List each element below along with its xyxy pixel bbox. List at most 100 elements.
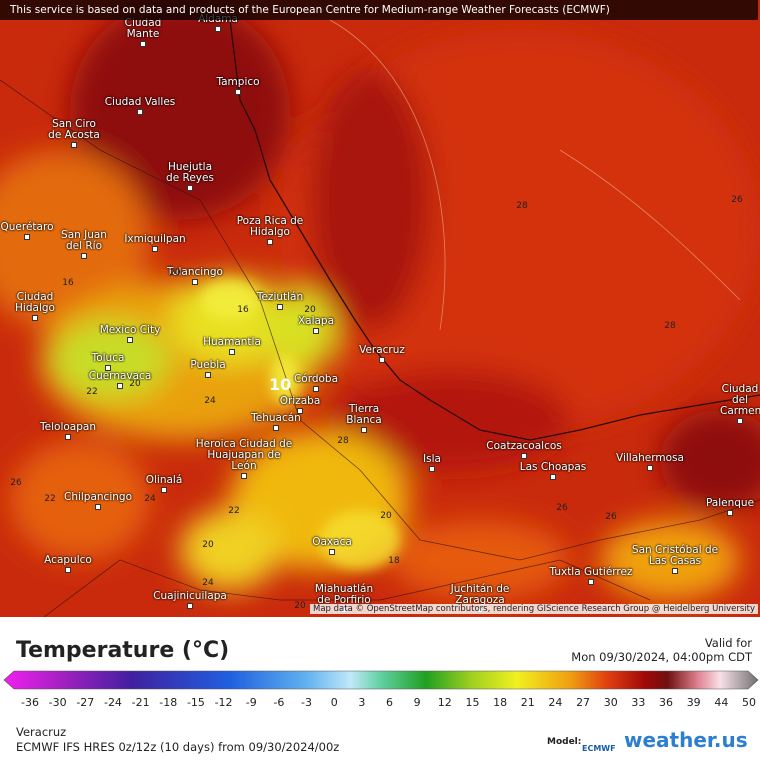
city-label: Palenque	[700, 498, 760, 516]
contour-label: 22	[44, 494, 56, 504]
city-label: Querétaro	[0, 222, 57, 240]
colorbar-tick-label: 24	[548, 696, 563, 709]
contour-label: 20	[380, 511, 392, 521]
city-label: Acapulco	[38, 555, 98, 573]
attribution: Map data © OpenStreetMap contributors, r…	[310, 604, 758, 614]
city-label: Ciudad Hidalgo	[5, 292, 65, 321]
model-name: ECMWF	[582, 744, 616, 753]
contour-label: 10	[269, 375, 292, 394]
valid-time: Mon 09/30/2024, 04:00pm CDT	[571, 650, 752, 664]
brand[interactable]: weather.us	[624, 728, 748, 752]
city-label: Olinalá	[139, 475, 189, 493]
contour-label: 28	[337, 436, 349, 446]
colorbar-tick-label: 6	[386, 696, 393, 709]
colorbar-tick-label: 0	[330, 696, 338, 709]
city-label: Juchitán de Zaragoza	[440, 584, 520, 613]
contour-label: 26	[731, 195, 743, 205]
valid-label: Valid for	[704, 636, 752, 650]
colorbar-tick-label: 12	[437, 696, 452, 709]
city-label: Teziutlán	[245, 292, 315, 310]
model-run: ECMWF IFS HRES 0z/12z (10 days) from 09/…	[16, 740, 340, 754]
city-label: San Juan del Río	[54, 230, 114, 259]
colorbar-tick-label: -15	[186, 696, 205, 709]
contour-label: 28	[664, 321, 676, 331]
colorbar-tick-label: 36	[659, 696, 674, 709]
colorbar-tick-label: -9	[245, 696, 257, 709]
city-label: Teloloapan	[33, 422, 103, 440]
contour-label: 20	[169, 268, 181, 278]
colorbar-tick-label: 18	[493, 696, 508, 709]
city-label: Villahermosa	[610, 453, 690, 471]
city-label: Chilpancingo	[58, 492, 138, 510]
colorbar-tick-label: -6	[273, 696, 285, 709]
contour-label: 26	[556, 503, 568, 513]
city-label: Miahuatlán de Porfirio	[309, 584, 379, 613]
city-label: San Ciro de Acosta	[44, 119, 104, 148]
colorbar-tick-label: 3	[358, 696, 366, 709]
city-label: Puebla	[183, 360, 233, 378]
contour-label: 16	[237, 305, 249, 315]
city-label: Oaxaca	[307, 537, 357, 555]
contour-label: 20	[129, 379, 141, 389]
colorbar-tick-label: 27	[576, 696, 591, 709]
map-layer	[0, 0, 760, 617]
city-label: Tulancingo	[160, 267, 230, 285]
colorbar-tick-label: 44	[714, 696, 729, 709]
colorbar-tick-label: 9	[413, 696, 421, 709]
colorbar-tick-label: -36	[21, 696, 39, 709]
contour-label: 20	[202, 540, 214, 550]
city-label: Ciudad del Carmen	[720, 384, 760, 424]
colorbar-tick-label: 21	[520, 696, 535, 709]
contour-label: 20	[294, 601, 306, 611]
city-label: Tierra Blanca	[339, 404, 389, 433]
city-label: Ciudad Valles	[100, 97, 180, 115]
contour-label: 24	[202, 578, 214, 588]
city-label: Heroica Ciudad de Huajuapan de León	[194, 439, 294, 479]
colorbar-tick-label: 15	[465, 696, 480, 709]
colorbar-tick-label: 30	[603, 696, 618, 709]
contour-label: 22	[228, 506, 240, 516]
colorbar-tick-label: 33	[631, 696, 646, 709]
city-label: Xalapa	[291, 316, 341, 334]
legend-title: Temperature (°C)	[16, 638, 230, 663]
city-label: Huejutla de Reyes	[160, 162, 220, 191]
city-label: Orizaba	[270, 396, 330, 414]
contour-label: 20	[304, 305, 316, 315]
location: Veracruz	[16, 725, 67, 739]
city-label: Tehuacán	[246, 413, 306, 431]
contour-label: 18	[388, 556, 400, 566]
city-label: Ixmiquilpan	[115, 234, 195, 252]
notice: This service is based on data and produc…	[0, 0, 758, 20]
colorbar	[3, 670, 759, 690]
city-label: San Cristóbal de Las Casas	[630, 545, 720, 574]
city-label: Cuajinicuilapa	[150, 591, 230, 609]
city-label: Cuernavaca	[85, 371, 155, 389]
colorbar-tick-label: -27	[76, 696, 95, 709]
contour-label: 16	[62, 278, 74, 288]
city-label: Córdoba	[286, 374, 346, 392]
city-label: Tampico	[208, 77, 268, 95]
colorbar-tick-label: -21	[131, 696, 150, 709]
city-label: Toluca	[83, 353, 133, 371]
colorbar-tick-label: 39	[686, 696, 701, 709]
colorbar-ticks: -36 -30 -27 -24 -21 -18 -15 -12 -9 -6 -3 0 3 6 9 12 15 18…	[0, 696, 760, 710]
colorbar-tick-label: -18	[159, 696, 178, 709]
colorbar-tick-label: -12	[214, 696, 233, 709]
contour-label: 26	[10, 478, 22, 488]
city-label: Las Choapas	[513, 462, 593, 480]
contour-label: 28	[516, 201, 528, 211]
city-label: Veracruz	[352, 345, 412, 363]
city-label: Tuxtla Gutiérrez	[546, 567, 636, 585]
city-label: Ciudad Mante	[118, 18, 168, 47]
colorbar-tick-label: 50	[742, 696, 756, 709]
colorbar-tick-label: -24	[103, 696, 122, 709]
city-label: Mexico City	[90, 325, 170, 343]
city-label: Poza Rica de Hidalgo	[235, 216, 305, 245]
contour-label: 24	[204, 396, 216, 406]
city-label: Huamantla	[197, 337, 267, 355]
colorbar-tick-label: -30	[48, 696, 67, 709]
colorbar-tick-label: -3	[301, 696, 313, 709]
contour-label: 26	[605, 512, 617, 522]
